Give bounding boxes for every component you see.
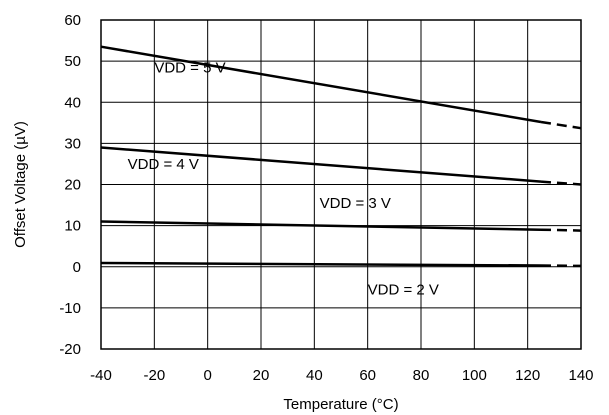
grid-lines — [101, 20, 581, 349]
series-line-extrapolated — [540, 228, 582, 232]
y-tick-label: -10 — [59, 300, 81, 317]
x-tick-label: 40 — [306, 367, 323, 384]
x-tick-label: 0 — [203, 367, 211, 384]
y-tick-labels: -20 -10 0 10 20 30 40 50 60 — [59, 12, 81, 358]
y-tick-label: 0 — [73, 259, 81, 276]
x-tick-label: 80 — [413, 367, 430, 384]
x-tick-label: 140 — [568, 367, 593, 384]
x-axis-title: Temperature (°C) — [283, 396, 398, 413]
series-line-extrapolated — [540, 180, 582, 186]
y-tick-label: 50 — [64, 53, 81, 70]
series-line — [100, 220, 542, 231]
x-tick-label: 100 — [462, 367, 487, 384]
series-labels: VDD = 5 V VDD = 4 V VDD = 3 V VDD = 2 V — [128, 59, 439, 298]
y-tick-label: -20 — [59, 341, 81, 358]
series-label: VDD = 2 V — [368, 281, 439, 298]
series-line — [100, 45, 542, 124]
series-line — [100, 146, 542, 183]
series-lines — [100, 45, 582, 268]
plot-frame — [100, 19, 582, 350]
y-tick-label: 40 — [64, 94, 81, 111]
y-tick-label: 60 — [64, 12, 81, 29]
x-tick-label: -20 — [143, 367, 165, 384]
y-axis-title: Offset Voltage (µV) — [12, 121, 29, 248]
y-tick-label: 20 — [64, 177, 81, 194]
x-tick-label: 120 — [515, 367, 540, 384]
series-line — [100, 261, 542, 267]
x-tick-labels: -40 -20 0 20 40 60 80 100 120 140 — [90, 367, 593, 384]
y-tick-label: 30 — [64, 135, 81, 152]
x-tick-label: 20 — [253, 367, 270, 384]
series-line-extrapolated — [540, 120, 582, 130]
x-tick-label: -40 — [90, 367, 112, 384]
series-label: VDD = 3 V — [320, 195, 391, 212]
series-label: VDD = 5 V — [154, 59, 225, 76]
y-tick-label: 10 — [64, 218, 81, 235]
series-label: VDD = 4 V — [128, 156, 199, 173]
x-tick-label: 60 — [359, 367, 376, 384]
